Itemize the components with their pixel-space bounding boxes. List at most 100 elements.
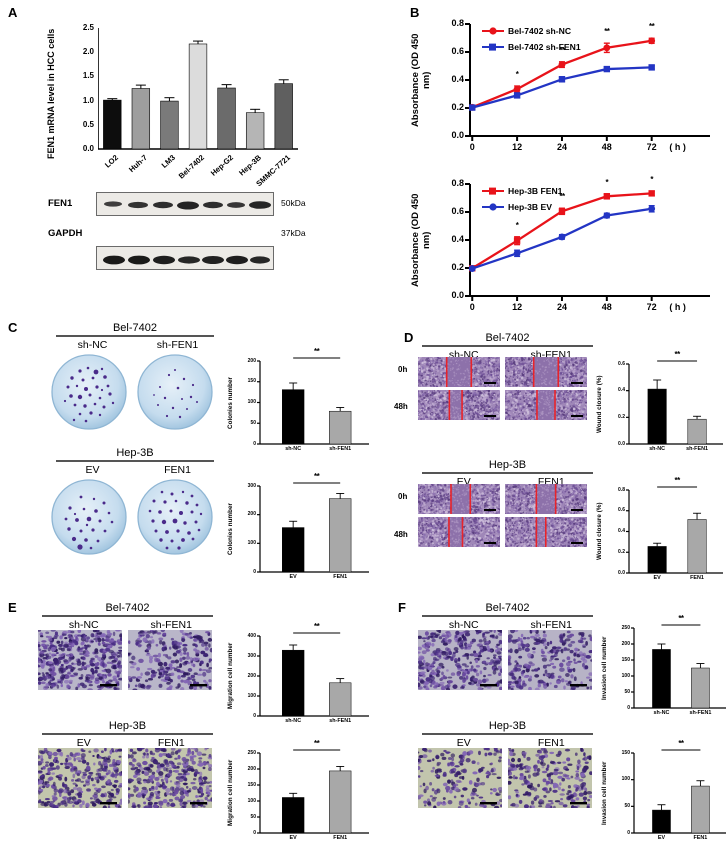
panel-f-chart-0-bar-1 bbox=[691, 668, 709, 708]
wound-svg-0-3 bbox=[505, 390, 587, 420]
panel-d-chart-0-category-1: sh-FEN1 bbox=[671, 446, 723, 452]
panel-e-chart-0-bar-1 bbox=[329, 683, 351, 716]
transwell-svg-e-img-1-0 bbox=[38, 748, 122, 808]
panel-f-chart-0-ytick-2: 100 bbox=[604, 673, 630, 679]
panel-b-1-xtick-3: 48 bbox=[589, 302, 625, 312]
panel-d-wound-images-bel bbox=[418, 357, 587, 420]
panel-b-1-sig-3: * bbox=[593, 178, 621, 187]
panel-b-1-point-0-3 bbox=[604, 193, 610, 199]
panel-f-chart-0-ytick-3: 150 bbox=[604, 657, 630, 663]
panel-e-chart-0-category-1: sh-FEN1 bbox=[314, 718, 366, 724]
panel-f-chart-1-ytick-2: 100 bbox=[604, 776, 630, 782]
panel-a-bar-4 bbox=[218, 88, 236, 149]
panel-c-chart-1-significance: ** bbox=[303, 472, 331, 481]
panel-e-chart-0-ytick-2: 200 bbox=[230, 673, 256, 679]
colony-dish-sh-nc bbox=[50, 353, 128, 431]
panel-b-0-legend: Bel-7402 sh-NC Bel-7402 sh-FEN1 bbox=[482, 23, 581, 55]
panel-c-chart-0-significance: ** bbox=[303, 347, 331, 356]
panel-e-chart-0-bar-0 bbox=[282, 650, 304, 716]
panel-e-chart-0-ytick-1: 100 bbox=[230, 693, 256, 699]
panel-e-title-0: Bel-7402 bbox=[40, 602, 215, 614]
panel-b-0-sig-3: ** bbox=[593, 27, 621, 36]
panel-d-chart-0-ytick-1: 0.2 bbox=[599, 414, 625, 420]
panel-c-chart-1-ytick-2: 200 bbox=[230, 511, 256, 517]
panel-d-chart-0-bar-0 bbox=[648, 389, 666, 444]
panel-b-1-point-1-4 bbox=[648, 205, 655, 212]
panel-b-0-ytick-0: 0.0 bbox=[426, 130, 464, 140]
panel-d-chart-1-category-1: FEN1 bbox=[671, 575, 723, 581]
panel-b-1-point-1-1 bbox=[514, 250, 521, 257]
panel-d-chart-0-ytick-2: 0.4 bbox=[599, 387, 625, 393]
wound-svg-0-1 bbox=[505, 357, 587, 387]
wound-image-1-3 bbox=[505, 517, 587, 547]
panel-letter-f: F bbox=[398, 600, 406, 615]
panel-a-ytick-2: 1.0 bbox=[60, 96, 94, 105]
panel-b-0-ytick-1: 0.2 bbox=[426, 102, 464, 112]
panel-d-chart-1-ytick-2: 0.4 bbox=[599, 528, 625, 534]
wound-image-0-3 bbox=[505, 390, 587, 420]
blot-mw-fen1: 50kDa bbox=[281, 198, 306, 208]
panel-d-chart-0-ytick-0: 0.0 bbox=[599, 441, 625, 447]
panel-d-rule-0 bbox=[422, 345, 593, 347]
panel-b-0-legend-label-0: Bel-7402 sh-NC bbox=[508, 26, 571, 36]
panel-f-chart-1-significance: ** bbox=[667, 739, 695, 748]
wound-svg-1-0 bbox=[418, 484, 500, 514]
panel-b-0-sig-4: ** bbox=[638, 22, 666, 31]
transwell-svg-f-img-1-1 bbox=[508, 748, 592, 808]
panel-c-chart-1-ylabel: Colonies number bbox=[227, 486, 237, 572]
panel-b-0-point-1-2 bbox=[559, 76, 565, 82]
panel-c-chart-1-bar-0 bbox=[282, 528, 304, 572]
panel-d-title-1: Hep-3B bbox=[420, 459, 595, 471]
panel-letter-e: E bbox=[8, 600, 17, 615]
panel-b-ylabel-1: Absorbance (OD 450 nm) bbox=[410, 184, 424, 296]
panel-e-block-hep3b: Hep-3B EV FEN1 bbox=[40, 720, 215, 749]
panel-b-1-ytick-1: 0.2 bbox=[426, 262, 464, 272]
legend-marker-icon bbox=[482, 186, 504, 196]
transwell-image-e-img-1-0 bbox=[38, 748, 122, 808]
panel-f-block-bel7402: Bel-7402 sh-NC sh-FEN1 bbox=[420, 602, 595, 631]
panel-a-bar-0 bbox=[103, 100, 121, 149]
panel-b-0-legend-item-1: Bel-7402 sh-FEN1 bbox=[482, 39, 581, 55]
panel-c-chart-1-ytick-3: 300 bbox=[230, 483, 256, 489]
panel-f-chart-0-ytick-5: 250 bbox=[604, 625, 630, 631]
panel-d-chart-1-ytick-0: 0.0 bbox=[599, 570, 625, 576]
wound-image-0-1 bbox=[505, 357, 587, 387]
transwell-image-f-img-1-1 bbox=[508, 748, 592, 808]
panel-letter-a: A bbox=[8, 5, 17, 20]
panel-f-chart-1-ytick-1: 50 bbox=[604, 803, 630, 809]
panel-e-title-1: Hep-3B bbox=[40, 720, 215, 732]
panel-f-chart-1-bar-1 bbox=[691, 786, 709, 833]
panel-b-0-point-0-1 bbox=[514, 86, 521, 93]
panel-b-0-ytick-2: 0.4 bbox=[426, 74, 464, 84]
panel-d-chart-0-ylabel: Wound closure (%) bbox=[596, 364, 606, 444]
blot-bands-gapdh bbox=[97, 247, 274, 270]
panel-c-rule-1 bbox=[56, 460, 214, 462]
blot-bands-fen1 bbox=[97, 193, 274, 216]
panel-e-chart-0-ytick-3: 300 bbox=[230, 653, 256, 659]
panel-b-1-ytick-4: 0.8 bbox=[426, 178, 464, 188]
panel-d-chart-0-ytick-3: 0.6 bbox=[599, 361, 625, 367]
panel-e-chart-0-ytick-4: 400 bbox=[230, 633, 256, 639]
panel-d-chart-1-significance: ** bbox=[663, 476, 691, 485]
panel-f-chart-0-significance: ** bbox=[667, 614, 695, 623]
panel-e-chart-0-significance: ** bbox=[303, 622, 331, 631]
panel-c-block-bel7402: Bel-7402 sh-NC sh-FEN1 bbox=[50, 322, 220, 431]
panel-f-chart-0-ytick-0: 0 bbox=[604, 705, 630, 711]
panel-b-0-xtick-3: 48 bbox=[589, 142, 625, 152]
transwell-svg-f-img-1-0 bbox=[418, 748, 502, 808]
panel-e-chart-1-ytick-2: 100 bbox=[230, 798, 256, 804]
transwell-image-e-img-0-1 bbox=[128, 630, 212, 690]
panel-c-chart-0-ytick-1: 50 bbox=[230, 420, 256, 426]
panel-d-chart-1-ytick-3: 0.6 bbox=[599, 507, 625, 513]
panel-b-0-point-1-3 bbox=[604, 66, 610, 72]
panel-a-ytick-1: 0.5 bbox=[60, 120, 94, 129]
panel-b-0-ytick-4: 0.8 bbox=[426, 18, 464, 28]
panel-e-chart-1-significance: ** bbox=[303, 739, 331, 748]
panel-c-chart-0-ytick-3: 150 bbox=[230, 378, 256, 384]
